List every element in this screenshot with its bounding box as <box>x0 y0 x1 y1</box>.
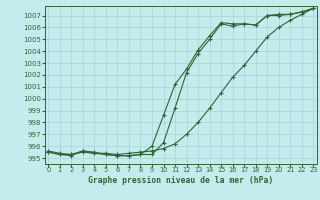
X-axis label: Graphe pression niveau de la mer (hPa): Graphe pression niveau de la mer (hPa) <box>88 176 273 185</box>
